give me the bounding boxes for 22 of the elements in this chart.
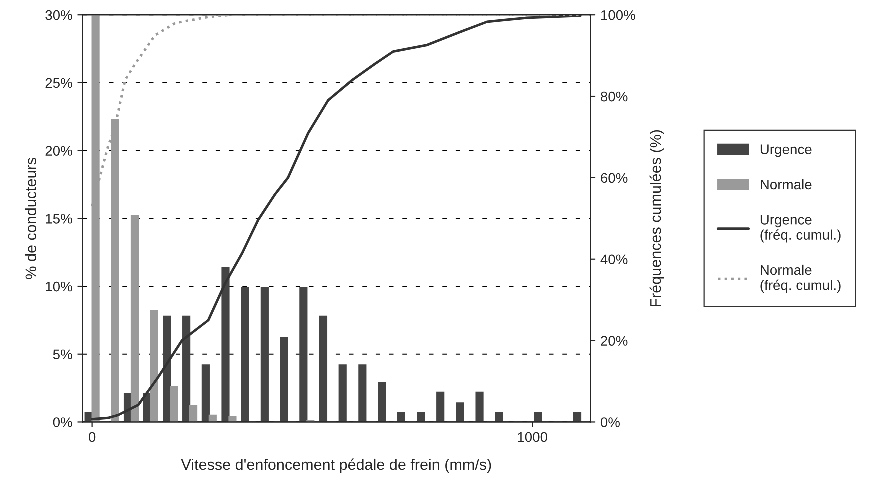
y2-tick-label: 100% — [601, 10, 636, 20]
y2-tick-label: 40% — [600, 254, 628, 265]
legend-label: Urgence (fréq. cumul.) — [760, 215, 841, 243]
x-tick-label: 1000 — [518, 432, 548, 442]
y-tick-label: 10% — [46, 282, 72, 292]
y2-tick-label: 0% — [600, 418, 620, 428]
y2-axis-title: Fréquences cumulées (%) — [650, 130, 664, 307]
y-tick-label: 20% — [46, 146, 72, 156]
y2-tick-label: 20% — [601, 336, 628, 346]
y-tick-label: 5% — [53, 350, 72, 360]
legend-label: Urgence — [760, 144, 812, 158]
legend-label: Normale (fréq. cumul.) — [760, 264, 841, 294]
x-tick-label: 0 — [88, 432, 96, 442]
y-tick-label: 25% — [46, 78, 72, 88]
y2-tick-label: 60% — [601, 173, 628, 184]
y-axis-title: % de conducteurs — [25, 158, 37, 280]
x-axis-title: Vitesse d'enfoncement pédale de frein (mm/s) — [181, 458, 492, 474]
y-tick-label: 30% — [46, 10, 72, 20]
y-tick-label: 15% — [46, 214, 72, 224]
y2-tick-label: 80% — [601, 92, 628, 102]
y-tick-label: 0% — [53, 418, 72, 428]
legend-label: Normale — [761, 179, 812, 190]
